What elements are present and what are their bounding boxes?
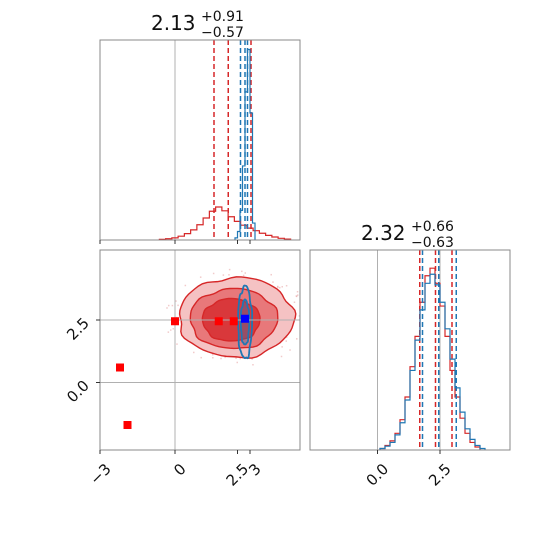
sample-point	[252, 364, 254, 366]
marker-marker_red	[123, 421, 132, 429]
y-tick-label: 0.0	[63, 377, 93, 407]
sample-point	[298, 315, 300, 317]
title-param1-median: 2.13	[151, 11, 196, 35]
sample-point	[167, 304, 170, 307]
sample-point	[228, 268, 231, 271]
histogram-step-red	[158, 206, 292, 240]
sample-point	[235, 357, 237, 360]
sample-point	[199, 276, 202, 278]
sample-point	[296, 294, 299, 296]
joint-panel: −3 0 2.530.02.5	[63, 249, 304, 490]
sample-point	[296, 338, 298, 340]
sample-point	[270, 273, 272, 276]
joint-frame	[99, 249, 301, 451]
sample-point	[176, 343, 178, 345]
marginal-param1-plot-area	[158, 40, 292, 240]
title-param1: 2.13 +0.91 −0.57	[151, 9, 244, 41]
sample-point	[241, 270, 243, 273]
sample-point	[175, 300, 177, 302]
title-param1-lower: −0.57	[201, 25, 244, 41]
sample-point	[279, 286, 281, 289]
histogram-step-blue	[379, 273, 486, 450]
sample-point	[167, 331, 170, 333]
sample-point	[293, 301, 296, 304]
sample-point	[285, 340, 287, 342]
x-tick-label: 2.5	[425, 460, 455, 490]
marginal-param2-frame	[309, 249, 511, 451]
sample-point	[211, 353, 214, 356]
marker-marker_red	[171, 317, 179, 326]
title-param2-upper: +0.66	[411, 219, 454, 235]
sample-point	[281, 346, 283, 348]
sample-point	[236, 361, 238, 364]
marginal-param1-frame	[99, 39, 301, 241]
sample-point	[285, 336, 288, 338]
sample-point	[280, 355, 283, 358]
sample-point	[296, 290, 299, 293]
sample-point	[251, 358, 253, 360]
marker-marker_red	[214, 317, 223, 326]
sample-point	[277, 286, 279, 288]
sample-point	[244, 272, 247, 274]
sample-point	[289, 349, 291, 351]
sample-point	[184, 284, 187, 287]
sample-point	[295, 295, 298, 298]
x-tick-label: 0.0	[363, 460, 393, 490]
sample-point	[212, 272, 215, 275]
x-tick-label: −3	[86, 460, 114, 488]
sample-point	[224, 356, 226, 359]
sample-point	[171, 304, 174, 307]
sample-point	[302, 336, 304, 338]
marginal-param2-panel: 0.0 2.5	[309, 249, 511, 490]
sample-point	[285, 284, 288, 287]
title-param2-lower: −0.63	[411, 235, 454, 251]
sample-point	[228, 274, 230, 276]
title-param2-median: 2.32	[361, 221, 406, 245]
marker-marker_blue	[241, 314, 249, 323]
marker-marker_red	[116, 363, 124, 372]
sample-point	[172, 328, 175, 330]
sample-point	[193, 351, 195, 354]
sample-point	[222, 274, 225, 276]
joint-plot-area	[100, 250, 304, 450]
sample-point	[212, 356, 214, 359]
sample-point	[177, 304, 179, 307]
sample-point	[281, 285, 283, 288]
sample-point	[220, 357, 222, 360]
sample-point	[239, 357, 241, 360]
sample-point	[166, 307, 168, 309]
sample-point	[169, 329, 172, 331]
title-param2: 2.32 +0.66 −0.63	[361, 219, 454, 251]
title-param1-upper: +0.91	[201, 9, 244, 25]
blue-contour-level	[237, 284, 254, 360]
x-tick-label: 0	[170, 460, 189, 479]
marginal-param2-plot-area	[377, 250, 486, 450]
marker-marker_red	[229, 317, 238, 326]
marginal-param1-panel	[99, 39, 301, 244]
y-tick-label: 2.5	[63, 314, 93, 344]
sample-point	[200, 356, 202, 359]
sample-point	[242, 274, 245, 277]
sample-point	[272, 281, 274, 283]
